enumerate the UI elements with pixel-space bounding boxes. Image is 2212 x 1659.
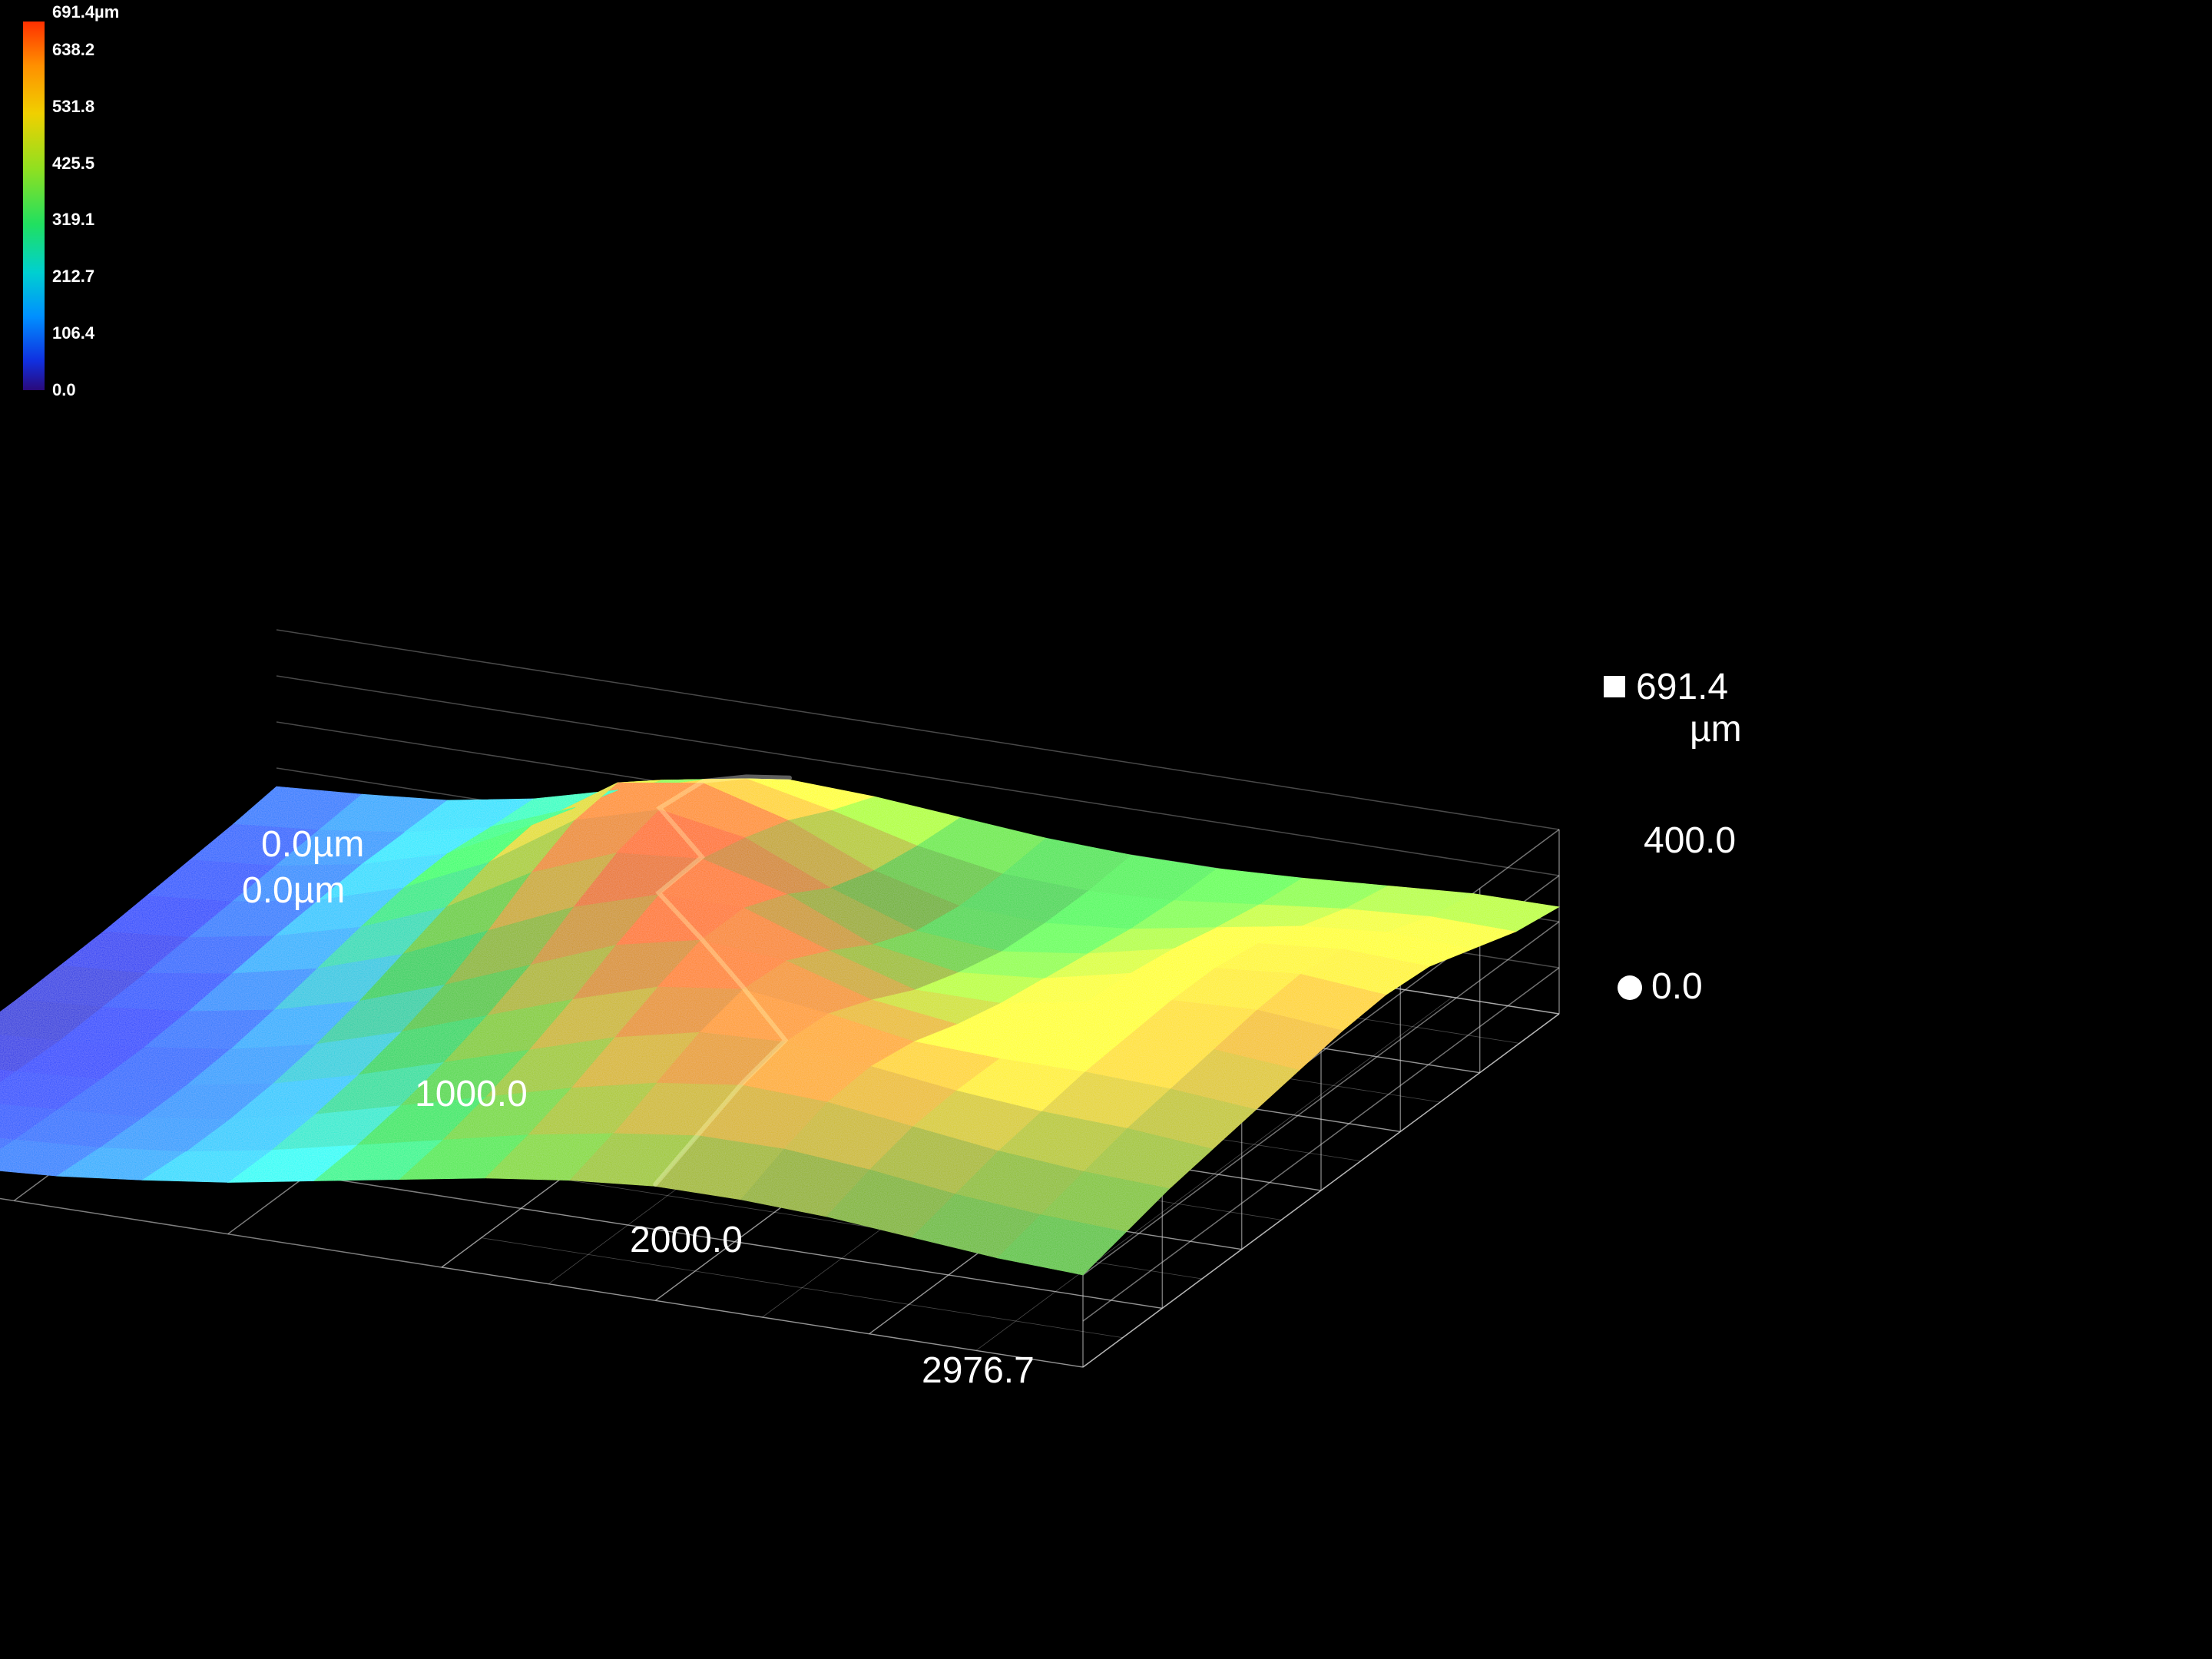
svg-text:0.0µm: 0.0µm [242, 870, 345, 911]
svg-text:691.4: 691.4 [1636, 667, 1728, 707]
svg-text:1000.0: 1000.0 [415, 1074, 528, 1114]
surface [0, 777, 1559, 1275]
svg-text:2976.7: 2976.7 [922, 1350, 1035, 1391]
svg-text:400.0: 400.0 [1644, 820, 1736, 861]
svg-text:0.0µm: 0.0µm [261, 824, 364, 865]
svg-text:2000.0: 2000.0 [630, 1220, 743, 1260]
svg-text:µm: µm [1690, 709, 1742, 750]
svg-text:0.0: 0.0 [1651, 966, 1703, 1007]
surface-3d-plot[interactable]: 0.0µm 1000.0 2000.0 2976.7 0.0µm 691.4µm 400.0… [0, 0, 2212, 1659]
